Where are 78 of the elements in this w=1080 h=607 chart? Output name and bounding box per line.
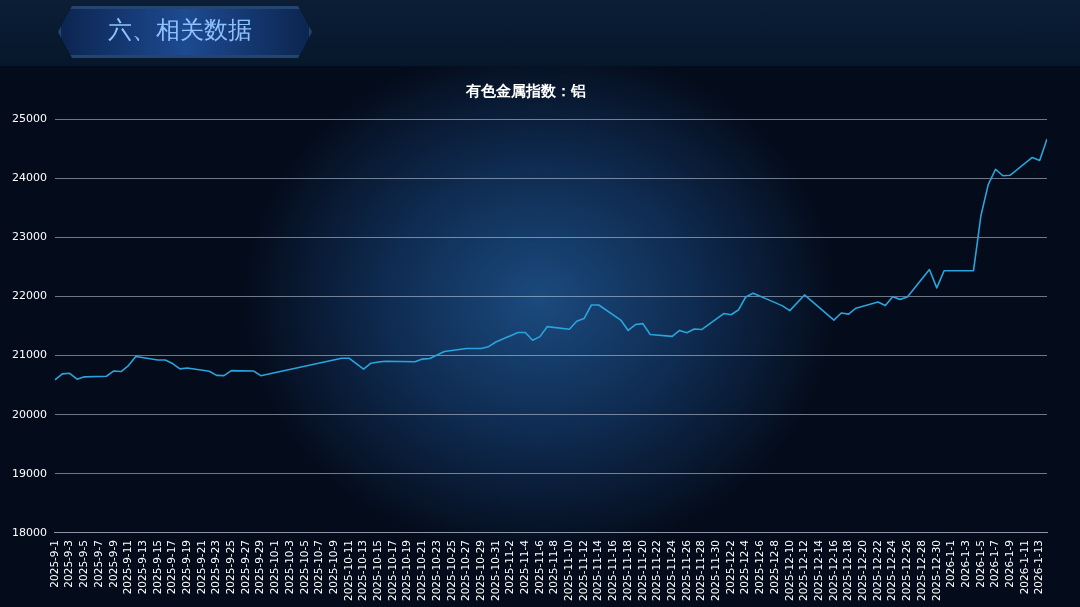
x-tick-label: 2026-1-13 bbox=[1032, 539, 1045, 595]
x-tick-label: 2025-9-23 bbox=[209, 539, 222, 595]
x-tick-label: 2025-11-30 bbox=[709, 539, 722, 602]
x-tick-label: 2025-11-2 bbox=[503, 539, 516, 595]
x-tick-label: 2025-10-15 bbox=[371, 539, 384, 602]
x-tick-label: 2025-11-14 bbox=[591, 539, 604, 602]
x-tick-label: 2025-12-8 bbox=[767, 539, 780, 595]
x-tick-label: 2025-10-17 bbox=[385, 539, 398, 602]
x-tick-label: 2025-10-29 bbox=[473, 539, 486, 602]
x-tick-label: 2025-9-5 bbox=[77, 539, 90, 588]
y-tick-label: 19000 bbox=[11, 466, 47, 480]
x-tick-label: 2025-10-27 bbox=[459, 539, 472, 602]
x-tick-label: 2025-12-12 bbox=[797, 539, 810, 602]
y-tick-label: 20000 bbox=[11, 407, 47, 421]
x-tick-label: 2025-12-6 bbox=[753, 539, 766, 595]
x-tick-label: 2025-9-9 bbox=[106, 539, 119, 588]
x-tick-label: 2025-12-10 bbox=[782, 539, 795, 602]
x-tick-label: 2025-10-11 bbox=[341, 539, 354, 602]
x-tick-label: 2025-10-5 bbox=[297, 539, 310, 595]
x-tick-label: 2025-10-9 bbox=[326, 539, 339, 595]
x-tick-label: 2025-10-19 bbox=[400, 539, 413, 602]
x-tick-label: 2025-9-11 bbox=[121, 539, 134, 595]
x-tick-label: 2025-10-7 bbox=[312, 539, 325, 595]
x-tick-label: 2025-11-16 bbox=[606, 539, 619, 602]
x-tick-label: 2025-10-31 bbox=[488, 539, 501, 602]
x-tick-label: 2025-12-18 bbox=[841, 539, 854, 602]
y-tick-label: 18000 bbox=[11, 525, 47, 539]
x-tick-label: 2025-9-3 bbox=[62, 539, 75, 588]
x-tick-label: 2025-12-28 bbox=[914, 539, 927, 602]
x-tick-label: 2025-12-30 bbox=[929, 539, 942, 602]
x-tick-label: 2025-12-14 bbox=[811, 539, 824, 602]
x-tick-label: 2025-12-20 bbox=[856, 539, 869, 602]
x-tick-label: 2025-11-26 bbox=[679, 539, 692, 602]
x-tick-label: 2025-11-4 bbox=[518, 539, 531, 595]
x-tick-label: 2025-11-6 bbox=[532, 539, 545, 595]
chart-title: 六、相关数据 bbox=[108, 15, 252, 46]
x-tick-label: 2025-12-24 bbox=[885, 539, 898, 602]
x-tick-label: 2025-10-21 bbox=[415, 539, 428, 602]
x-tick-label: 2025-10-1 bbox=[268, 539, 281, 595]
x-tick-label: 2025-9-1 bbox=[47, 539, 60, 588]
x-tick-label: 2025-11-10 bbox=[562, 539, 575, 602]
x-tick-label: 2025-12-26 bbox=[900, 539, 913, 602]
x-tick-label: 2026-1-5 bbox=[973, 539, 986, 588]
x-tick-label: 2026-1-3 bbox=[958, 539, 971, 588]
x-tick-label: 2025-12-16 bbox=[826, 539, 839, 602]
y-tick-label: 25000 bbox=[11, 111, 47, 125]
x-tick-label: 2025-10-3 bbox=[282, 539, 295, 595]
x-tick-label: 2025-9-7 bbox=[91, 539, 104, 588]
x-tick-label: 2025-10-23 bbox=[429, 539, 442, 602]
x-tick-label: 2025-11-8 bbox=[547, 539, 560, 595]
x-tick-label: 2025-9-13 bbox=[135, 539, 148, 595]
x-tick-label: 2025-12-22 bbox=[870, 539, 883, 602]
x-tick-label: 2025-9-15 bbox=[150, 539, 163, 595]
x-tick-label: 2025-11-24 bbox=[664, 539, 677, 602]
x-tick-label: 2025-11-22 bbox=[650, 539, 663, 602]
x-tick-label: 2025-12-4 bbox=[738, 539, 751, 595]
x-tick-label: 2025-10-25 bbox=[444, 539, 457, 602]
y-tick-label: 22000 bbox=[11, 289, 47, 303]
x-tick-label: 2025-11-18 bbox=[620, 539, 633, 602]
x-tick-label: 2025-12-2 bbox=[723, 539, 736, 595]
x-tick-label: 2026-1-9 bbox=[1002, 539, 1015, 588]
y-tick-label: 24000 bbox=[11, 171, 47, 184]
x-tick-label: 2026-1-11 bbox=[1017, 539, 1030, 595]
x-tick-label: 2025-11-28 bbox=[694, 539, 707, 602]
chart-subtitle: 有色金属指数：铝 bbox=[464, 81, 586, 100]
x-tick-label: 2026-1-1 bbox=[944, 539, 957, 588]
x-tick-label: 2025-9-25 bbox=[224, 539, 237, 595]
x-tick-label: 2025-9-19 bbox=[179, 539, 192, 595]
y-tick-label: 23000 bbox=[11, 230, 47, 244]
x-tick-label: 2026-1-7 bbox=[988, 539, 1001, 588]
x-tick-label: 2025-11-20 bbox=[635, 539, 648, 602]
x-tick-label: 2025-11-12 bbox=[576, 539, 589, 602]
x-tick-label: 2025-9-17 bbox=[165, 539, 178, 595]
y-tick-label: 21000 bbox=[11, 348, 47, 362]
x-tick-label: 2025-10-13 bbox=[356, 539, 369, 602]
x-tick-label: 2025-9-21 bbox=[194, 539, 207, 595]
x-tick-label: 2025-9-27 bbox=[238, 539, 251, 595]
x-tick-label: 2025-9-29 bbox=[253, 539, 266, 595]
